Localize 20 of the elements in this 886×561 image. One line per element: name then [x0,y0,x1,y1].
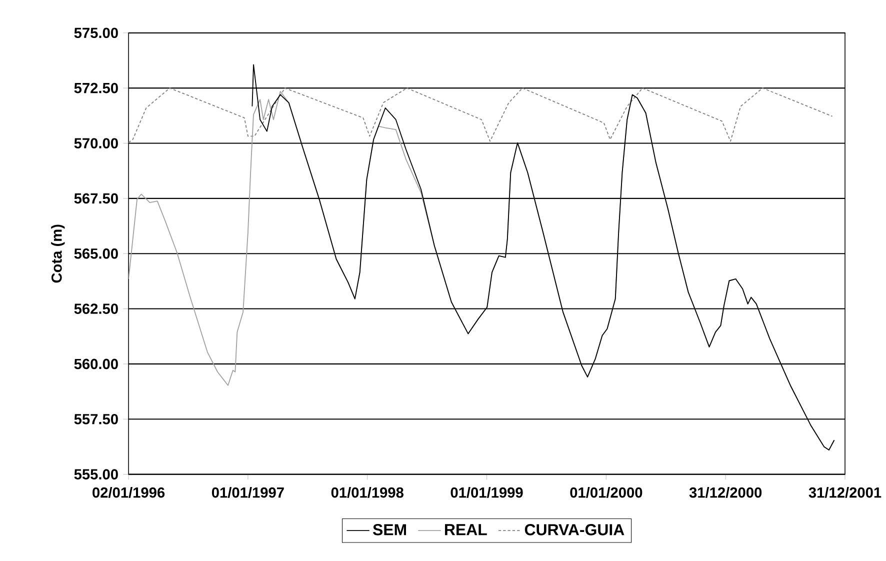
x-tick-label: 01/01/1998 [331,486,404,498]
y-tick-label: 572.50 [74,82,118,94]
y-tick-label: 562.50 [74,304,118,314]
x-tick-label: 01/01/2000 [570,486,642,498]
y-tick-label: 555.00 [74,469,118,480]
y-tick-label: 575.00 [74,28,118,38]
x-tick-label: 02/01/1996 [92,486,165,498]
y-tick-label: 570.00 [74,138,118,148]
legend-label: CURVA-GUIA [524,524,624,536]
y-axis-title: Cota (m) [51,224,65,283]
legend-label: REAL [445,524,487,536]
x-tick-label: 31/12/2000 [689,486,762,498]
y-tick-label: 565.00 [74,248,118,259]
x-tick-label: 01/01/1999 [450,486,523,498]
y-tick-label: 567.50 [74,193,118,204]
x-tick-label: 31/12/2001 [808,486,882,498]
y-tick-label: 560.00 [74,358,118,370]
y-tick-label: 557.50 [74,414,118,424]
x-tick-label: 01/01/1997 [212,486,284,498]
legend-label: SEM [372,524,406,536]
